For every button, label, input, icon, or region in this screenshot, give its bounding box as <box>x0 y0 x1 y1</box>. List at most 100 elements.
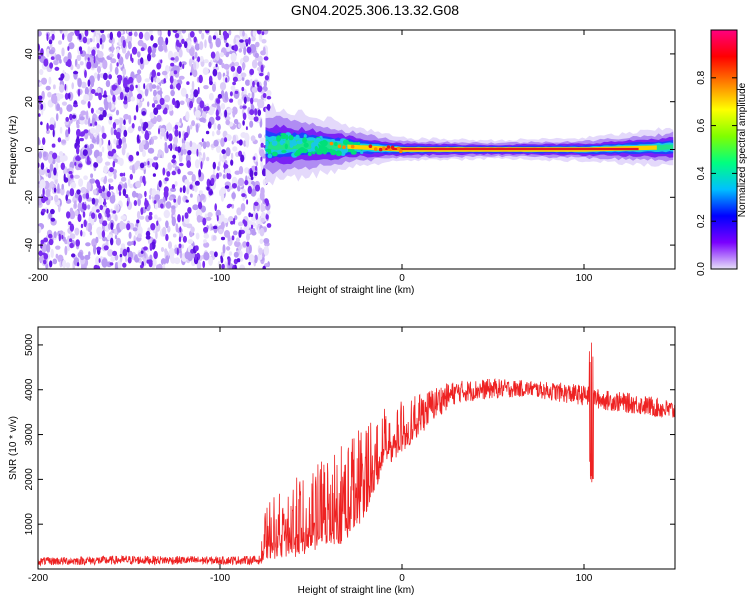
noise-speck <box>225 42 229 48</box>
noise-speck <box>236 65 242 74</box>
noise-speck <box>131 46 138 55</box>
noise-speck <box>194 51 198 59</box>
noise-speck <box>74 30 80 37</box>
noise-speck <box>164 248 168 254</box>
noise-speck <box>87 46 91 55</box>
noise-speck <box>198 74 203 84</box>
noise-speck <box>215 109 219 117</box>
noise-speck <box>194 184 198 193</box>
band-blob <box>335 150 342 157</box>
noise-speck <box>193 61 197 70</box>
y-tick-label: 40 <box>24 48 35 60</box>
noise-speck <box>141 111 146 116</box>
noise-speck <box>223 162 226 170</box>
noise-speck <box>194 43 200 51</box>
band-blob <box>314 146 318 151</box>
noise-speck <box>38 43 41 52</box>
noise-speck <box>178 162 184 167</box>
noise-speck <box>193 36 197 43</box>
noise-speck <box>136 134 140 143</box>
band-peak-dot <box>329 141 334 146</box>
noise-speck <box>249 169 254 178</box>
noise-speck <box>49 260 53 268</box>
x-tick-label: -100 <box>210 573 230 584</box>
noise-speck <box>100 30 105 34</box>
noise-speck <box>203 251 210 261</box>
noise-speck <box>250 97 254 105</box>
noise-speck <box>237 221 244 227</box>
noise-speck <box>219 82 227 91</box>
noise-speck <box>128 76 134 84</box>
noise-speck <box>58 151 64 157</box>
noise-speck <box>193 89 199 98</box>
noise-speck <box>221 149 226 155</box>
noise-speck <box>65 129 69 138</box>
noise-speck <box>257 253 263 261</box>
noise-speck <box>248 212 252 218</box>
noise-speck <box>145 230 151 237</box>
noise-speck <box>108 74 112 80</box>
noise-speck <box>208 61 212 68</box>
noise-speck <box>105 207 110 215</box>
noise-speck <box>122 142 128 150</box>
noise-speck <box>93 55 96 64</box>
noise-speck <box>109 53 114 58</box>
noise-speck <box>43 259 47 265</box>
noise-speck <box>137 51 141 58</box>
noise-speck <box>254 41 260 48</box>
noise-speck <box>154 194 161 201</box>
noise-speck <box>219 34 224 41</box>
noise-speck <box>67 46 70 51</box>
noise-speck <box>105 80 111 88</box>
band-blob <box>265 148 271 153</box>
noise-speck <box>241 62 246 69</box>
noise-speck <box>216 145 221 153</box>
noise-speck <box>124 86 130 93</box>
noise-speck <box>163 78 166 84</box>
noise-speck <box>167 104 174 112</box>
noise-speck <box>46 33 49 41</box>
noise-speck <box>63 173 66 182</box>
noise-speck <box>38 226 42 234</box>
noise-speck <box>163 189 169 199</box>
noise-speck <box>192 56 195 60</box>
noise-speck <box>38 113 41 117</box>
noise-speck <box>122 248 128 257</box>
band-blob <box>360 150 364 155</box>
noise-speck <box>202 152 206 161</box>
noise-speck <box>76 155 80 161</box>
y-tick-label: 20 <box>24 96 35 108</box>
noise-speck <box>202 217 207 226</box>
noise-speck <box>45 188 51 198</box>
noise-speck <box>104 161 111 166</box>
noise-speck <box>169 84 174 90</box>
noise-speck <box>263 80 267 88</box>
noise-speck <box>76 262 80 267</box>
noise-speck <box>185 93 189 99</box>
noise-speck <box>84 119 89 125</box>
noise-speck <box>107 249 114 257</box>
noise-speck <box>129 173 133 180</box>
band-blob <box>279 139 284 146</box>
noise-speck <box>260 160 263 168</box>
noise-speck <box>225 134 232 142</box>
band-blob <box>268 138 274 142</box>
noise-speck <box>89 133 94 140</box>
noise-speck <box>250 44 257 53</box>
band-blob <box>294 152 300 157</box>
colorbar-ticks: 0.0 0.2 0.4 0.6 0.8 <box>696 70 737 276</box>
band-blob <box>290 141 298 146</box>
noise-speck <box>205 216 212 221</box>
noise-speck <box>103 165 109 174</box>
noise-speck <box>242 195 245 202</box>
noise-speck <box>255 212 259 220</box>
noise-speck <box>139 162 145 169</box>
noise-speck <box>212 107 216 112</box>
noise-speck <box>222 174 226 179</box>
noise-speck <box>110 127 114 136</box>
noise-speck <box>52 129 55 138</box>
noise-speck <box>127 256 132 264</box>
x-tick-label: -100 <box>210 273 230 284</box>
noise-speck <box>49 124 55 131</box>
noise-speck <box>260 142 264 148</box>
